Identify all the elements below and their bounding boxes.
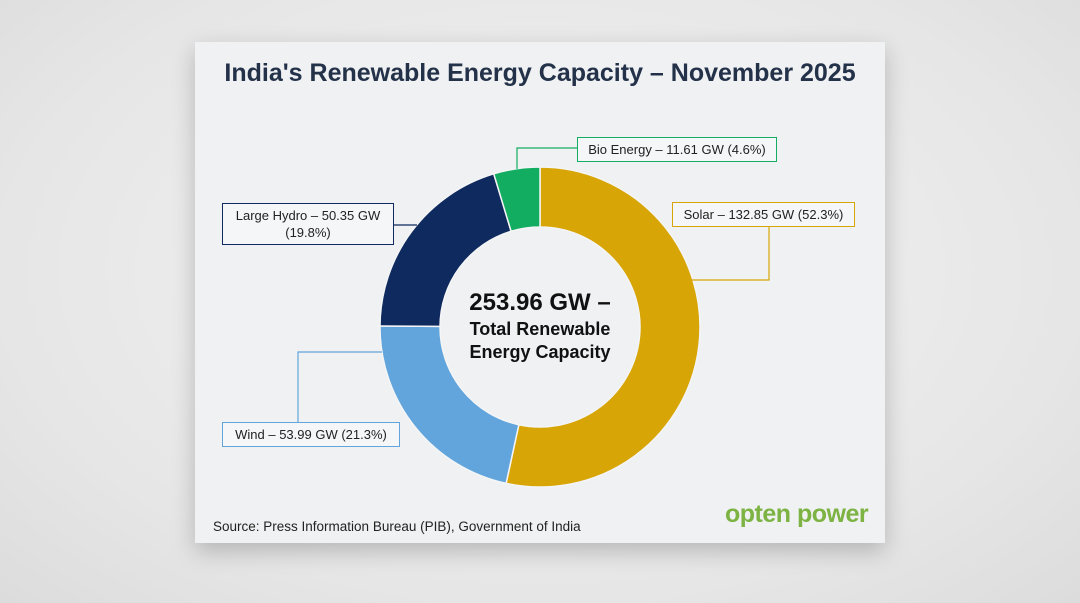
label-solar: Solar – 132.85 GW (52.3%) xyxy=(672,202,855,227)
chart-title: India's Renewable Energy Capacity – Nove… xyxy=(224,59,856,87)
label-large-hydro: Large Hydro – 50.35 GW (19.8%) xyxy=(222,203,394,245)
infographic-card: India's Renewable Energy Capacity – Nove… xyxy=(195,42,885,543)
donut-chart xyxy=(297,147,770,488)
slice-solar xyxy=(505,166,701,488)
source-note: Source: Press Information Bureau (PIB), … xyxy=(213,519,581,534)
center-total: 253.96 GW – xyxy=(469,289,611,316)
leader-bio-energy xyxy=(516,147,577,169)
slice-bio-energy xyxy=(492,166,541,233)
leader-wind xyxy=(297,351,382,422)
label-wind: Wind – 53.99 GW (21.3%) xyxy=(222,422,400,447)
label-bio-energy: Bio Energy – 11.61 GW (4.6%) xyxy=(577,137,777,162)
center-caption: Total Renewable Energy Capacity xyxy=(469,319,611,362)
center-label: 253.96 GW – Total Renewable Energy Capac… xyxy=(440,288,640,364)
brand-logo: opten power xyxy=(725,500,869,528)
leader-solar xyxy=(690,227,770,281)
